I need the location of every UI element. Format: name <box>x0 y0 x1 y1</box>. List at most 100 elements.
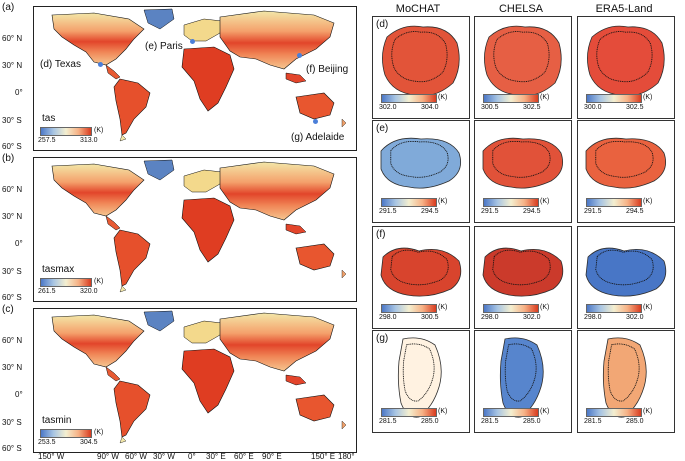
site-colorbar-max: 285.0 <box>626 418 644 425</box>
site-colorbar <box>586 94 642 103</box>
site-colorbar-min: 281.5 <box>584 418 602 425</box>
colorbar-unit-a: (K) <box>94 127 104 134</box>
site-colorbar-unit: (K) <box>643 408 653 415</box>
row-label: (e) <box>376 123 389 134</box>
site-colorbar-max: 302.0 <box>626 314 644 321</box>
site-colorbar-max: 285.0 <box>421 418 439 425</box>
lon-tick: 150° W <box>38 452 65 461</box>
site-colorbar-min: 300.0 <box>584 104 602 111</box>
site-map <box>585 137 667 189</box>
site-colorbar-min: 298.0 <box>379 314 397 321</box>
lat-tick: 0° <box>15 239 23 248</box>
lon-tick: 30° W <box>153 452 175 461</box>
site-colorbar <box>381 408 437 417</box>
lat-tick: 60° N <box>2 185 23 194</box>
site-colorbar-unit: (K) <box>438 408 448 415</box>
site-colorbar-max: 294.5 <box>523 208 541 215</box>
site-label-beijing: (f) Beijing <box>306 64 349 75</box>
site-panel-g-1: (K) 281.5 285.0 <box>474 330 572 433</box>
site-colorbar <box>483 94 539 103</box>
column-header-mochat: MoCHAT <box>395 3 441 15</box>
site-colorbar-unit: (K) <box>643 94 653 101</box>
site-colorbar-max: 302.0 <box>523 314 541 321</box>
site-marker-texas <box>98 62 103 67</box>
colorbar-var-a: tas <box>42 113 56 124</box>
site-colorbar-max: 294.5 <box>421 208 439 215</box>
world-map-tas <box>33 6 357 151</box>
site-colorbar-min: 298.0 <box>481 314 499 321</box>
colorbar-var-b: tasmax <box>42 264 75 275</box>
site-colorbar-unit: (K) <box>643 304 653 311</box>
site-panel-e-1: (K) 291.5 294.5 <box>474 120 572 223</box>
lon-tick: 90° E <box>262 452 282 461</box>
site-colorbar-unit: (K) <box>540 408 550 415</box>
site-panel-g-0: (K) 281.5 285.0 <box>372 330 470 433</box>
site-map <box>380 137 462 189</box>
site-panel-d-2: (K) 300.0 302.5 <box>577 16 675 119</box>
site-colorbar-max: 300.5 <box>421 314 439 321</box>
colorbar-max-a: 313.0 <box>80 137 98 144</box>
site-map <box>482 247 564 297</box>
site-label-paris: (e) Paris <box>145 41 183 52</box>
site-colorbar <box>586 304 642 313</box>
site-colorbar-min: 281.5 <box>379 418 397 425</box>
lon-tick: 90° W <box>97 452 119 461</box>
lon-tick: 60° W <box>125 452 147 461</box>
panel-label-b: (b) <box>2 153 15 164</box>
site-map <box>602 337 647 418</box>
lat-tick: 30° S <box>2 116 22 125</box>
site-colorbar <box>381 198 437 207</box>
lat-tick: 60° S <box>2 444 22 453</box>
site-colorbar <box>381 304 437 313</box>
site-colorbar-min: 291.5 <box>379 208 397 215</box>
site-colorbar-min: 281.5 <box>481 418 499 425</box>
site-colorbar-min: 291.5 <box>481 208 499 215</box>
colorbar-c <box>40 429 92 438</box>
site-label-adelaide: (g) Adelaide <box>291 132 345 143</box>
colorbar-min-c: 253.5 <box>38 439 56 446</box>
lat-tick: 30° S <box>2 267 22 276</box>
site-colorbar-max: 285.0 <box>523 418 541 425</box>
colorbar-a <box>40 127 92 136</box>
colorbar-unit-c: (K) <box>94 429 104 436</box>
column-header-chelsa: CHELSA <box>498 3 544 15</box>
column-header-era5: ERA5-Land <box>595 3 653 15</box>
site-colorbar-max: 302.5 <box>626 104 644 111</box>
site-map <box>484 25 562 97</box>
world-map-tasmin <box>33 308 357 453</box>
lat-tick: 30° N <box>2 61 23 70</box>
colorbar-max-c: 304.5 <box>80 439 98 446</box>
site-label-texas: (d) Texas <box>40 59 81 70</box>
lat-tick: 0° <box>15 390 23 399</box>
site-panel-f-1: (K) 298.0 302.0 <box>474 226 572 329</box>
site-panel-e-0: (K) 291.5 294.5 <box>372 120 470 223</box>
world-map-tasmax <box>33 157 357 302</box>
site-colorbar <box>483 304 539 313</box>
site-panel-f-2: (K) 298.0 302.0 <box>577 226 675 329</box>
site-colorbar-max: 302.5 <box>523 104 541 111</box>
site-colorbar <box>381 94 437 103</box>
site-colorbar <box>586 408 642 417</box>
row-label: (d) <box>376 19 389 30</box>
colorbar-min-a: 257.5 <box>38 137 56 144</box>
lon-tick: 180° <box>338 452 355 461</box>
site-panel-f-0: (K) 298.0 300.5 <box>372 226 470 329</box>
site-colorbar-unit: (K) <box>643 198 653 205</box>
site-map <box>397 337 442 418</box>
site-panel-d-1: (K) 300.5 302.5 <box>474 16 572 119</box>
site-marker-adelaide <box>313 119 318 124</box>
site-map <box>482 137 564 189</box>
colorbar-var-c: tasmin <box>42 415 72 426</box>
site-colorbar-unit: (K) <box>438 94 448 101</box>
site-colorbar-min: 291.5 <box>584 208 602 215</box>
lat-tick: 30° N <box>2 363 23 372</box>
site-colorbar-max: 294.5 <box>626 208 644 215</box>
lat-tick: 60° N <box>2 336 23 345</box>
lat-tick: 0° <box>15 88 23 97</box>
site-colorbar-unit: (K) <box>540 94 550 101</box>
lat-tick: 60° N <box>2 34 23 43</box>
site-colorbar-min: 300.5 <box>481 104 499 111</box>
colorbar-unit-b: (K) <box>94 278 104 285</box>
site-marker-paris <box>190 39 195 44</box>
lon-tick: 0° <box>188 452 196 461</box>
